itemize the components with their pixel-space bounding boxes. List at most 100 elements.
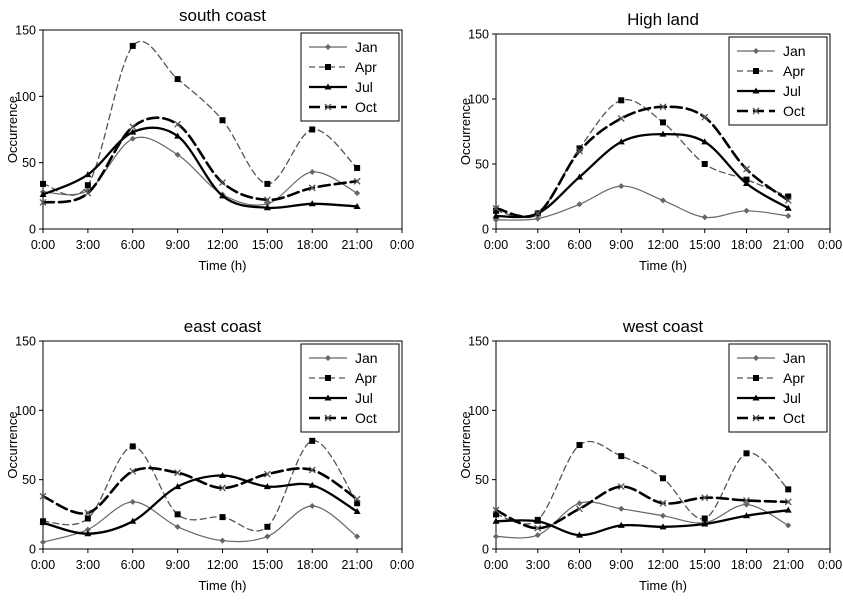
data-point-jan: [534, 532, 541, 539]
data-point-jul: [784, 204, 792, 211]
y-tick-label: 150: [15, 24, 36, 38]
y-tick-label: 0: [482, 543, 489, 557]
y-tick-label: 50: [22, 156, 36, 170]
series-line-oct: [494, 105, 790, 219]
data-point-jan: [309, 168, 316, 175]
x-tick-label: 9:00: [165, 238, 189, 252]
x-tick-label: 0:00: [484, 558, 508, 572]
legend-label: Oct: [355, 410, 377, 426]
legend-label: Jul: [355, 79, 373, 95]
data-point-apr: [493, 207, 499, 214]
data-point-jan: [174, 523, 181, 530]
x-tick-label: 12:00: [207, 558, 238, 572]
legend-label: Oct: [783, 103, 805, 119]
data-point-oct: [492, 204, 500, 212]
x-tick-label: 3:00: [526, 238, 550, 252]
x-tick-label: 12:00: [647, 558, 678, 572]
data-point-apr: [309, 126, 316, 133]
data-point-oct: [534, 209, 542, 217]
data-point-oct: [784, 498, 792, 506]
x-tick-label: 0:00: [31, 558, 55, 572]
data-point-jul: [129, 128, 137, 135]
data-point-apr: [660, 475, 666, 482]
legend-marker: [324, 83, 332, 90]
data-point-jul: [617, 521, 625, 528]
y-tick-label: 0: [29, 223, 36, 237]
data-point-jul: [492, 212, 500, 219]
data-point-oct: [617, 483, 625, 491]
data-point-jan: [219, 537, 226, 544]
data-point-jul: [174, 483, 182, 490]
x-axis-title: Time (h): [639, 578, 687, 593]
y-tick-label: 50: [475, 158, 489, 172]
data-point-jan: [129, 135, 136, 142]
legend-marker: [753, 48, 759, 54]
series-line-jul: [494, 132, 790, 219]
x-tick-label: 6:00: [567, 238, 591, 252]
legend-label: Apr: [783, 370, 805, 386]
x-tick-label: 6:00: [567, 558, 591, 572]
x-tick-label: 6:00: [121, 558, 145, 572]
legend-label: Jan: [355, 350, 378, 366]
data-point-oct: [617, 115, 625, 122]
data-point-jul: [659, 130, 667, 137]
data-point-jan: [701, 214, 708, 221]
x-tick-label: 6:00: [121, 238, 145, 252]
legend-label: Apr: [355, 59, 377, 75]
data-point-jan: [743, 207, 750, 214]
data-point-jul: [659, 523, 667, 530]
data-point-apr: [219, 117, 226, 124]
data-point-apr: [84, 515, 91, 522]
data-point-jul: [576, 173, 583, 180]
data-point-jul: [743, 180, 750, 186]
x-tick-label: 0:00: [390, 558, 414, 572]
x-tick-label: 12:00: [207, 238, 238, 252]
data-point-jan: [785, 522, 792, 529]
data-point-oct: [659, 499, 667, 507]
series-line-jul: [41, 474, 359, 535]
legend-label: Jul: [783, 83, 801, 99]
x-tick-label: 3:00: [76, 238, 100, 252]
data-point-jan: [84, 526, 91, 533]
data-point-oct: [174, 469, 182, 477]
y-axis-title: Occurrence: [458, 98, 473, 165]
data-point-jul: [308, 481, 316, 488]
data-point-oct: [743, 497, 750, 504]
legend-label: Oct: [355, 99, 377, 115]
data-point-jan: [576, 500, 583, 507]
legend-label: Oct: [783, 410, 805, 426]
data-point-oct: [39, 199, 47, 206]
data-point-jul: [743, 512, 750, 519]
data-point-jan: [493, 533, 499, 540]
data-point-jul: [617, 138, 625, 145]
y-axis-title: Occurrence: [458, 411, 473, 478]
data-point-oct: [534, 524, 542, 532]
x-tick-label: 21:00: [341, 558, 372, 572]
data-point-jan: [174, 151, 181, 158]
chart-title: south coast: [179, 6, 266, 25]
x-axis-title: Time (h): [639, 258, 687, 273]
y-tick-label: 150: [468, 28, 489, 42]
y-tick-label: 0: [29, 543, 36, 557]
data-point-oct: [84, 189, 92, 197]
data-point-jul: [129, 517, 137, 524]
legend-label: Jul: [355, 390, 373, 406]
data-point-apr: [40, 180, 46, 187]
data-point-apr: [618, 453, 625, 460]
data-point-apr: [743, 450, 750, 457]
y-tick-label: 100: [468, 404, 489, 418]
chart-title: High land: [627, 10, 699, 29]
x-tick-label: 0:00: [818, 558, 842, 572]
data-point-apr: [493, 511, 499, 518]
x-tick-label: 18:00: [731, 558, 762, 572]
legend-marker: [325, 64, 331, 70]
data-point-jan: [354, 533, 361, 540]
data-point-apr: [174, 511, 181, 518]
data-point-oct: [129, 467, 137, 475]
legend-label: Apr: [783, 63, 805, 79]
data-point-jan: [618, 183, 625, 190]
data-point-apr: [785, 486, 792, 493]
data-point-jul: [701, 138, 709, 145]
chart-title: east coast: [184, 317, 262, 336]
